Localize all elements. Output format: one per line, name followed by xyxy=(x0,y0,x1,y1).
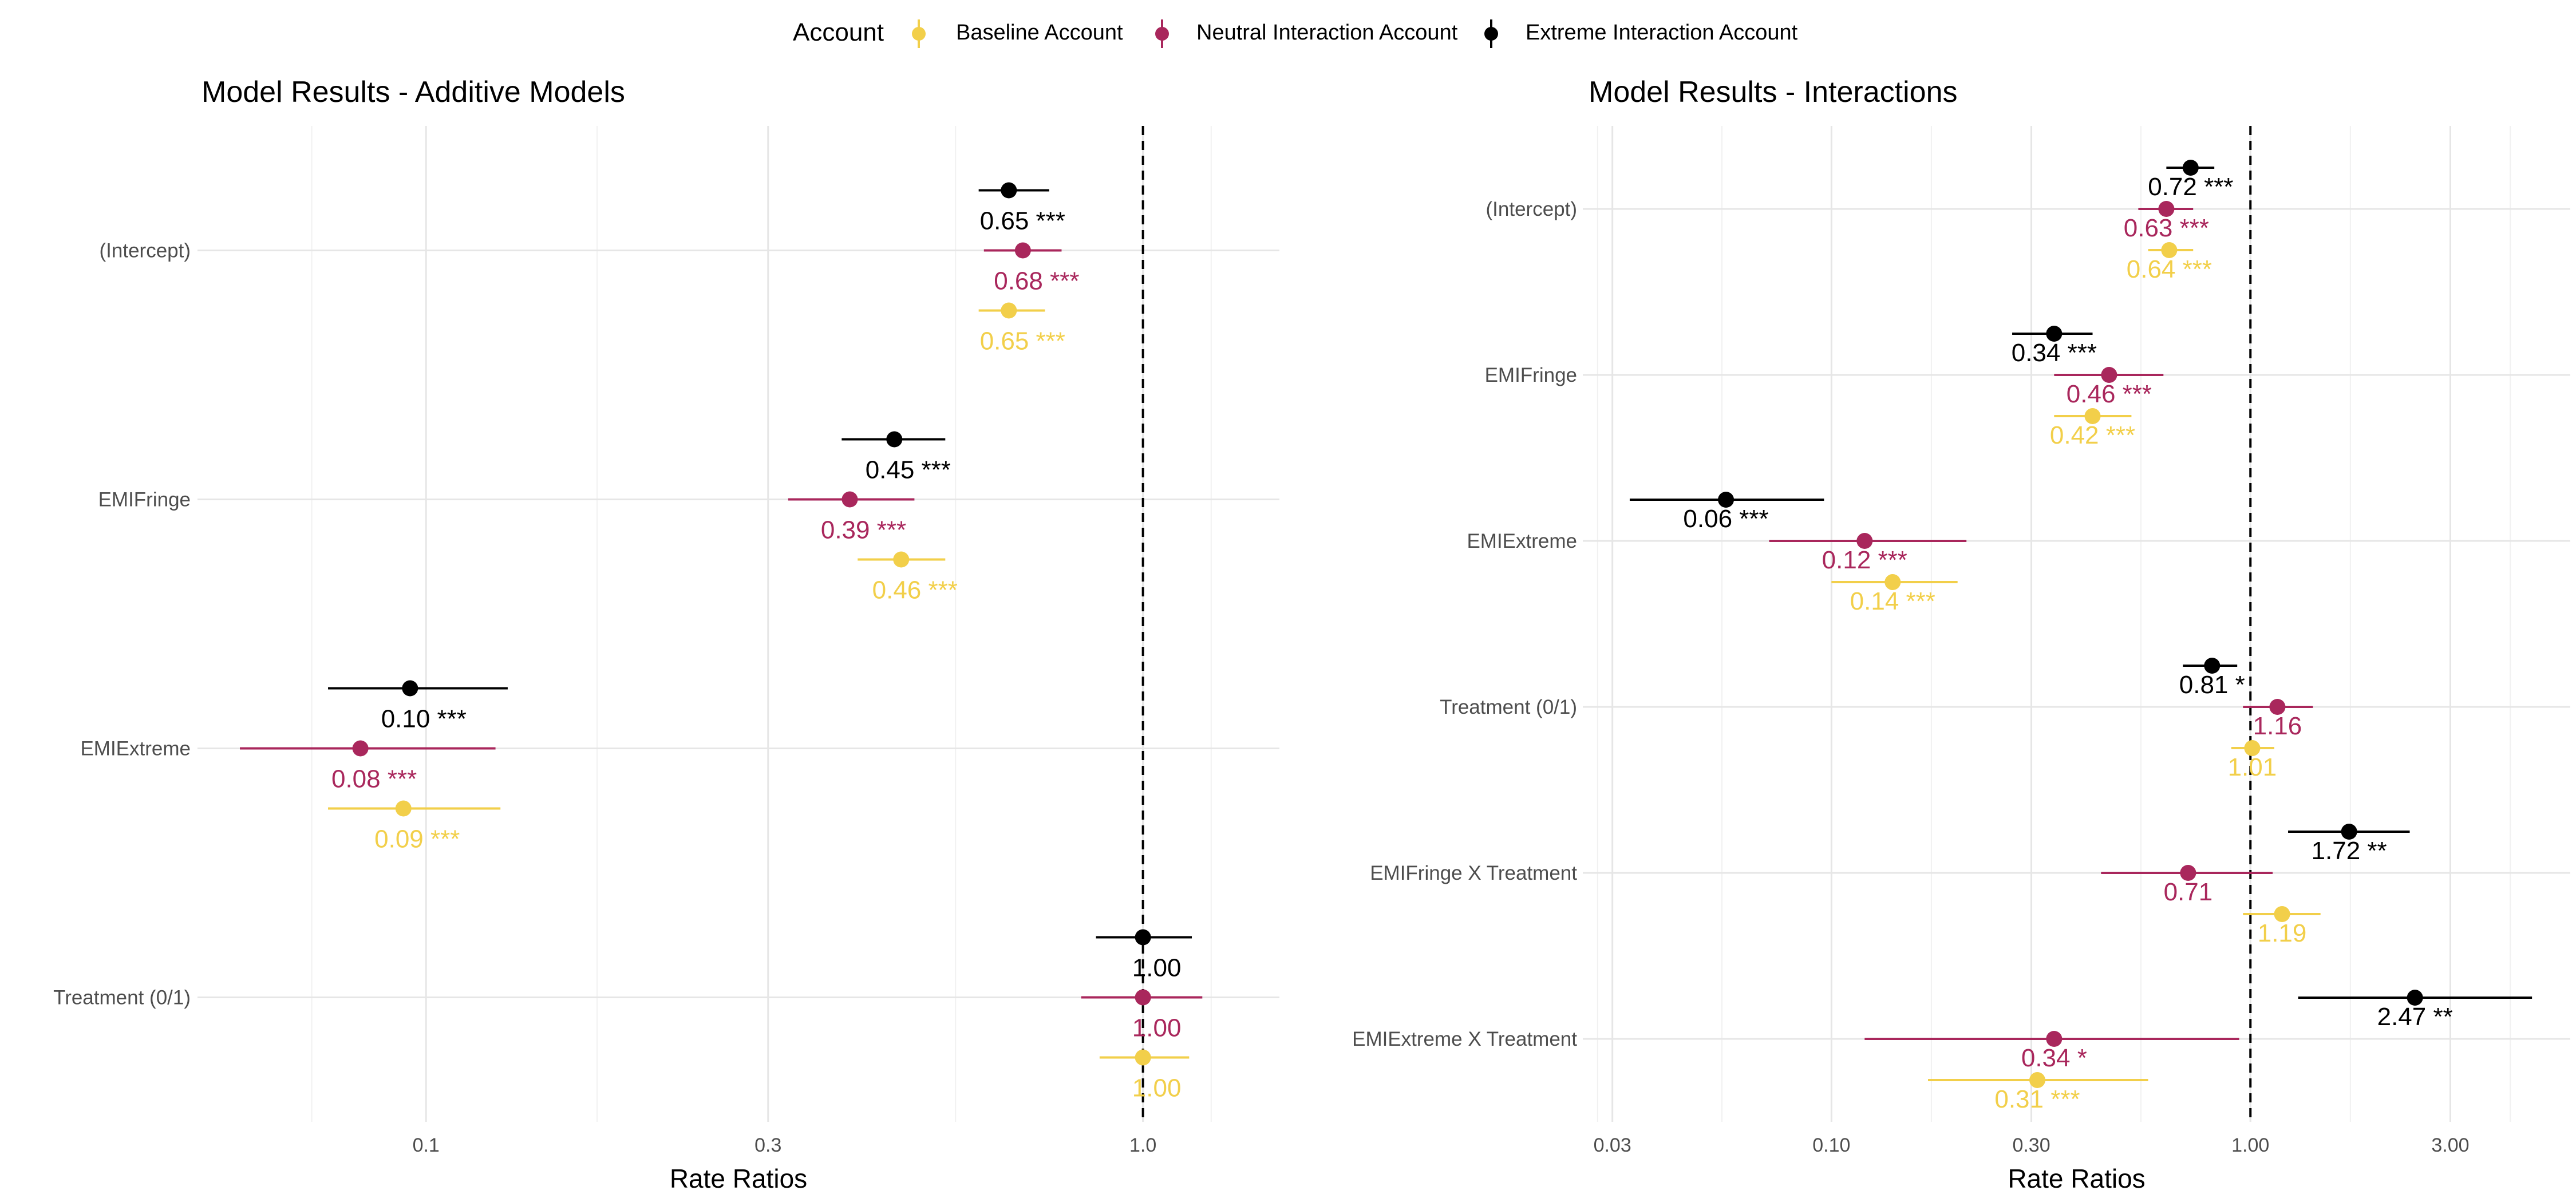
data-point xyxy=(1001,182,1017,199)
data-point xyxy=(2182,160,2199,176)
data-label: 0.31 *** xyxy=(1994,1085,2080,1113)
data-label: 0.39 *** xyxy=(821,516,906,544)
x-tick-label: 0.03 xyxy=(1594,1134,1631,1156)
data-label: 0.10 *** xyxy=(381,705,467,733)
category-label: (Intercept) xyxy=(100,240,191,262)
data-point xyxy=(1135,989,1151,1006)
data-point xyxy=(1884,574,1901,590)
category-label: EMIFringe xyxy=(1485,364,1577,386)
data-point xyxy=(886,431,903,448)
x-axis-label: Rate Ratios xyxy=(2008,1164,2145,1193)
chart-panel-2: Model Results - Interactions Rate Ratios 0… xyxy=(1352,76,2570,1193)
data-point xyxy=(1014,242,1031,259)
data-point xyxy=(2084,408,2101,424)
data-label: 1.01 xyxy=(2228,753,2277,781)
data-point xyxy=(1856,533,1873,549)
data-point xyxy=(2158,201,2175,217)
x-axis-label: Rate Ratios xyxy=(670,1164,807,1193)
chart-panel-1: Model Results - Additive Models Rate Rati… xyxy=(53,76,1279,1193)
legend-title: Account xyxy=(793,18,884,46)
data-point xyxy=(2046,326,2063,342)
chart-title: Model Results - Interactions xyxy=(1589,76,1958,109)
data-point xyxy=(2029,1072,2045,1088)
data-label: 1.00 xyxy=(1132,954,1182,982)
x-tick-label: 1.00 xyxy=(2231,1134,2269,1156)
data-point xyxy=(893,551,910,568)
data-point xyxy=(395,800,412,817)
data-point xyxy=(2341,824,2357,840)
legend-key-neutral xyxy=(1155,19,1169,48)
data-label: 0.68 *** xyxy=(994,267,1079,295)
data-label: 0.46 *** xyxy=(2067,380,2152,408)
data-point xyxy=(2161,242,2178,258)
data-point xyxy=(1135,1049,1151,1066)
chart-title: Model Results - Additive Models xyxy=(202,76,625,109)
category-label: EMIExtreme X Treatment xyxy=(1352,1028,1577,1050)
data-point xyxy=(2101,367,2117,383)
data-point xyxy=(2269,699,2286,715)
category-label: EMIExtreme xyxy=(80,738,191,760)
data-point xyxy=(2407,990,2423,1006)
data-point xyxy=(2244,740,2261,756)
data-label: 0.46 *** xyxy=(872,576,958,604)
x-tick-label: 0.3 xyxy=(754,1134,781,1156)
x-tick-label: 0.1 xyxy=(413,1134,440,1156)
data-label: 0.72 *** xyxy=(2148,173,2233,201)
data-label: 0.65 *** xyxy=(980,207,1065,235)
data-label: 0.09 *** xyxy=(374,825,460,853)
data-point xyxy=(2274,906,2290,922)
data-label: 0.71 xyxy=(2164,878,2213,906)
data-label: 1.00 xyxy=(1132,1014,1182,1042)
data-label: 1.00 xyxy=(1132,1074,1182,1102)
data-point xyxy=(841,491,858,508)
data-point xyxy=(1718,492,1735,508)
data-label: 0.14 *** xyxy=(1850,587,1935,615)
data-point xyxy=(352,740,369,757)
data-point xyxy=(2046,1031,2063,1047)
data-label: 1.16 xyxy=(2253,712,2302,740)
data-label: 0.12 *** xyxy=(1822,546,1907,574)
data-label: 0.06 *** xyxy=(1683,505,1768,533)
data-label: 0.65 *** xyxy=(980,327,1065,355)
category-label: Treatment (0/1) xyxy=(1440,696,1577,718)
data-point xyxy=(1135,929,1151,946)
data-point xyxy=(402,680,418,697)
data-label: 0.08 *** xyxy=(331,765,417,793)
data-label: 1.72 ** xyxy=(2312,837,2387,865)
x-tick-label: 1.0 xyxy=(1129,1134,1156,1156)
category-label: Treatment (0/1) xyxy=(53,987,191,1009)
data-label: 0.64 *** xyxy=(2127,255,2212,283)
category-label: EMIFringe xyxy=(98,489,191,511)
data-label: 1.19 xyxy=(2258,919,2307,947)
x-tick-label: 0.30 xyxy=(2012,1134,2050,1156)
legend-key-extreme xyxy=(1484,19,1498,48)
category-label: (Intercept) xyxy=(1486,198,1578,220)
data-point xyxy=(1001,302,1017,319)
legend-key-baseline xyxy=(912,19,926,48)
category-label: EMIExtreme xyxy=(1467,530,1577,552)
data-label: 2.47 ** xyxy=(2377,1003,2453,1031)
legend-label-neutral: Neutral Interaction Account xyxy=(1196,21,1458,45)
data-point xyxy=(2204,658,2221,674)
category-label: EMIFringe X Treatment xyxy=(1370,862,1577,884)
data-label: 0.81 * xyxy=(2179,671,2245,699)
data-label: 0.45 *** xyxy=(866,456,951,484)
data-label: 0.42 *** xyxy=(2050,421,2135,449)
data-label: 0.34 * xyxy=(2021,1044,2087,1072)
data-label: 0.63 *** xyxy=(2124,214,2209,242)
data-point xyxy=(2180,865,2196,881)
data-label: 0.34 *** xyxy=(2012,339,2097,367)
legend-label-extreme: Extreme Interaction Account xyxy=(1526,21,1798,45)
x-tick-label: 0.10 xyxy=(1812,1134,1850,1156)
legend: Account Baseline Account Neutral Interac… xyxy=(0,16,2576,50)
x-tick-label: 3.00 xyxy=(2431,1134,2469,1156)
legend-label-baseline: Baseline Account xyxy=(956,21,1123,45)
